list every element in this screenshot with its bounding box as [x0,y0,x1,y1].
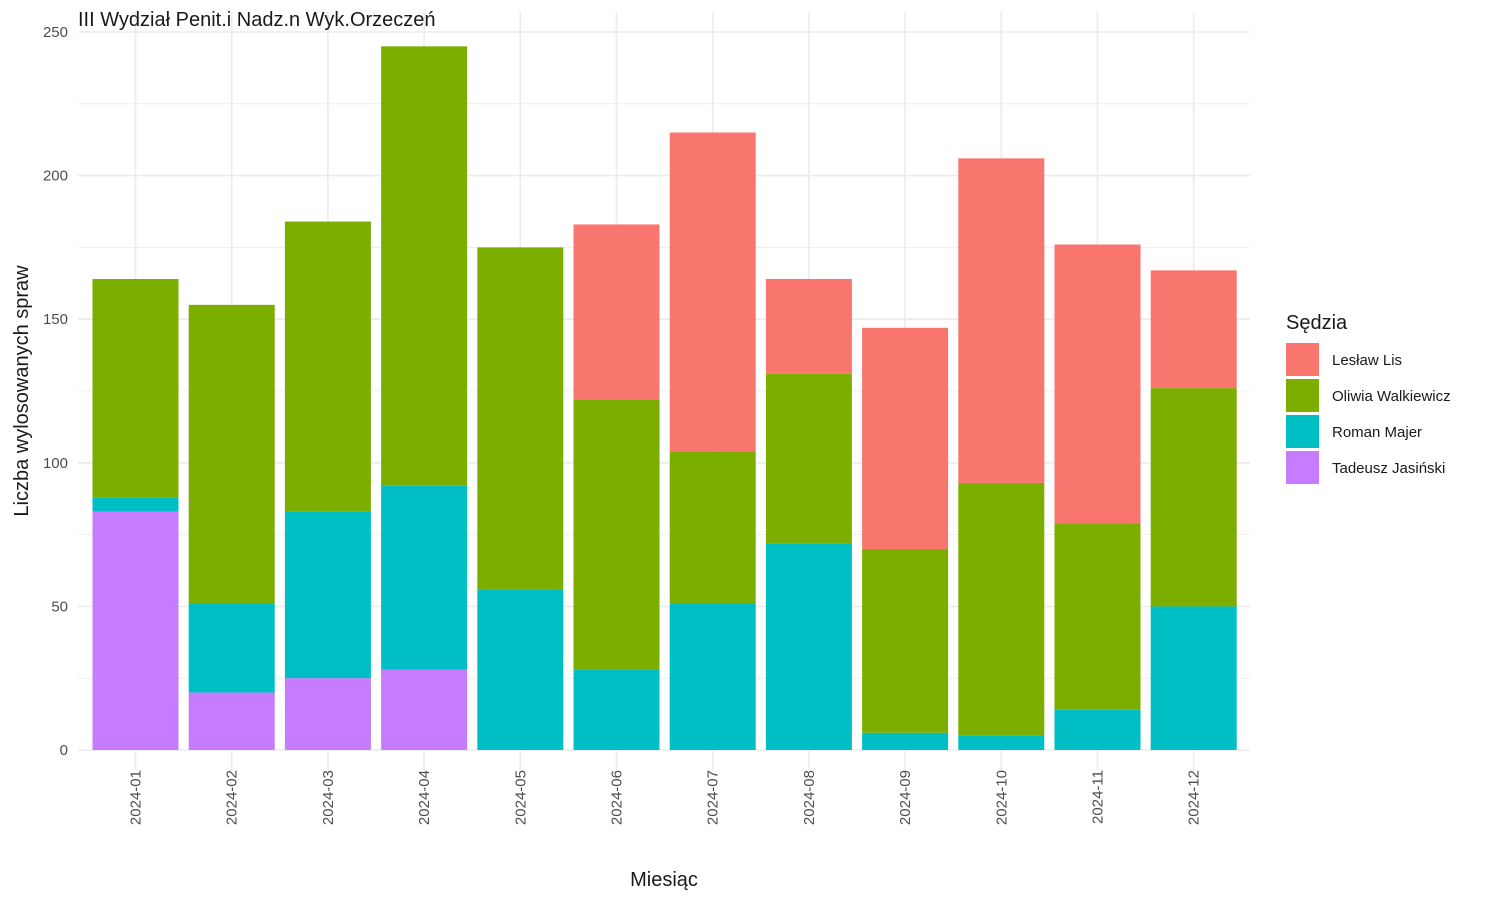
bar-segment [1150,388,1237,607]
bar-segment [92,497,179,512]
legend-key [1286,343,1319,376]
bar-segment [1054,709,1141,750]
legend: Sędzia Lesław Lis Oliwia Walkiewicz Roman … [1286,312,1451,484]
bar-segment [669,451,756,604]
bar-segment [1150,270,1237,389]
bar-segment [381,46,468,486]
bar-segment [381,669,468,750]
bar-segment [1150,606,1237,750]
bar-segment [1054,523,1141,710]
bar-segment [765,373,852,544]
bar-segment [958,482,1045,736]
bar-segment [92,511,179,750]
bar-segment [477,247,564,590]
y-tick-label: 50 [51,598,68,615]
x-axis-title: Miesiąc [630,869,698,891]
bar-segment [669,603,756,750]
y-tick-label: 250 [43,24,68,41]
x-tick-label: 2024-04 [416,770,433,825]
bar-segment [958,158,1045,483]
bar-segment [669,132,756,452]
legend-key [1286,379,1319,412]
legend-label: Roman Majer [1332,424,1422,441]
bar-segment [92,278,179,498]
y-tick-label: 150 [43,311,68,328]
legend-key [1286,415,1319,448]
y-tick-label: 200 [43,168,68,185]
x-tick-label: 2024-10 [993,770,1010,825]
y-axis-ticks: 0 50 100 150 200 250 [43,24,68,759]
bar-segment [284,511,371,679]
bar-segment [862,732,949,750]
bar-segment [284,678,371,750]
bar-segment [573,399,660,670]
bar-segment [381,485,468,670]
bar-segment [188,603,275,693]
x-tick-label: 2024-01 [128,770,145,825]
bar-segment [573,224,660,400]
y-tick-label: 100 [43,455,68,472]
x-tick-label: 2024-09 [897,770,914,825]
bar-segment [958,735,1045,750]
x-tick-label: 2024-05 [512,770,529,825]
bar-segment [188,692,275,750]
bar-segment [188,304,275,604]
x-tick-label: 2024-06 [609,770,626,825]
x-tick-label: 2024-08 [801,770,818,825]
y-axis-title: Liczba wylosowanych spraw [11,265,33,517]
y-tick-label: 0 [60,742,68,759]
bar-segment [573,669,660,750]
x-tick-label: 2024-12 [1186,770,1203,825]
bar-segment [765,278,852,374]
bar-segment [1054,244,1141,524]
legend-title: Sędzia [1286,312,1348,334]
legend-label: Oliwia Walkiewicz [1332,388,1451,405]
x-tick-label: 2024-03 [320,770,337,825]
x-axis-ticks: 2024-01 2024-02 2024-03 2024-04 2024-05 2024-… [128,770,1203,825]
x-tick-label: 2024-11 [1090,770,1107,824]
legend-key [1286,451,1319,484]
x-tick-label: 2024-07 [705,770,722,825]
legend-label: Tadeusz Jasiński [1332,460,1445,477]
chart-title: III Wydział Penit.i Nadz.n Wyk.Orzeczeń [78,9,436,31]
bar-segment [477,589,564,750]
bar-segment [284,221,371,512]
bar-segment [765,543,852,750]
bar-segment [862,327,949,549]
x-tick-label: 2024-02 [224,770,241,825]
legend-label: Lesław Lis [1332,352,1402,369]
bar-segment [862,548,949,733]
bars [92,46,1237,750]
